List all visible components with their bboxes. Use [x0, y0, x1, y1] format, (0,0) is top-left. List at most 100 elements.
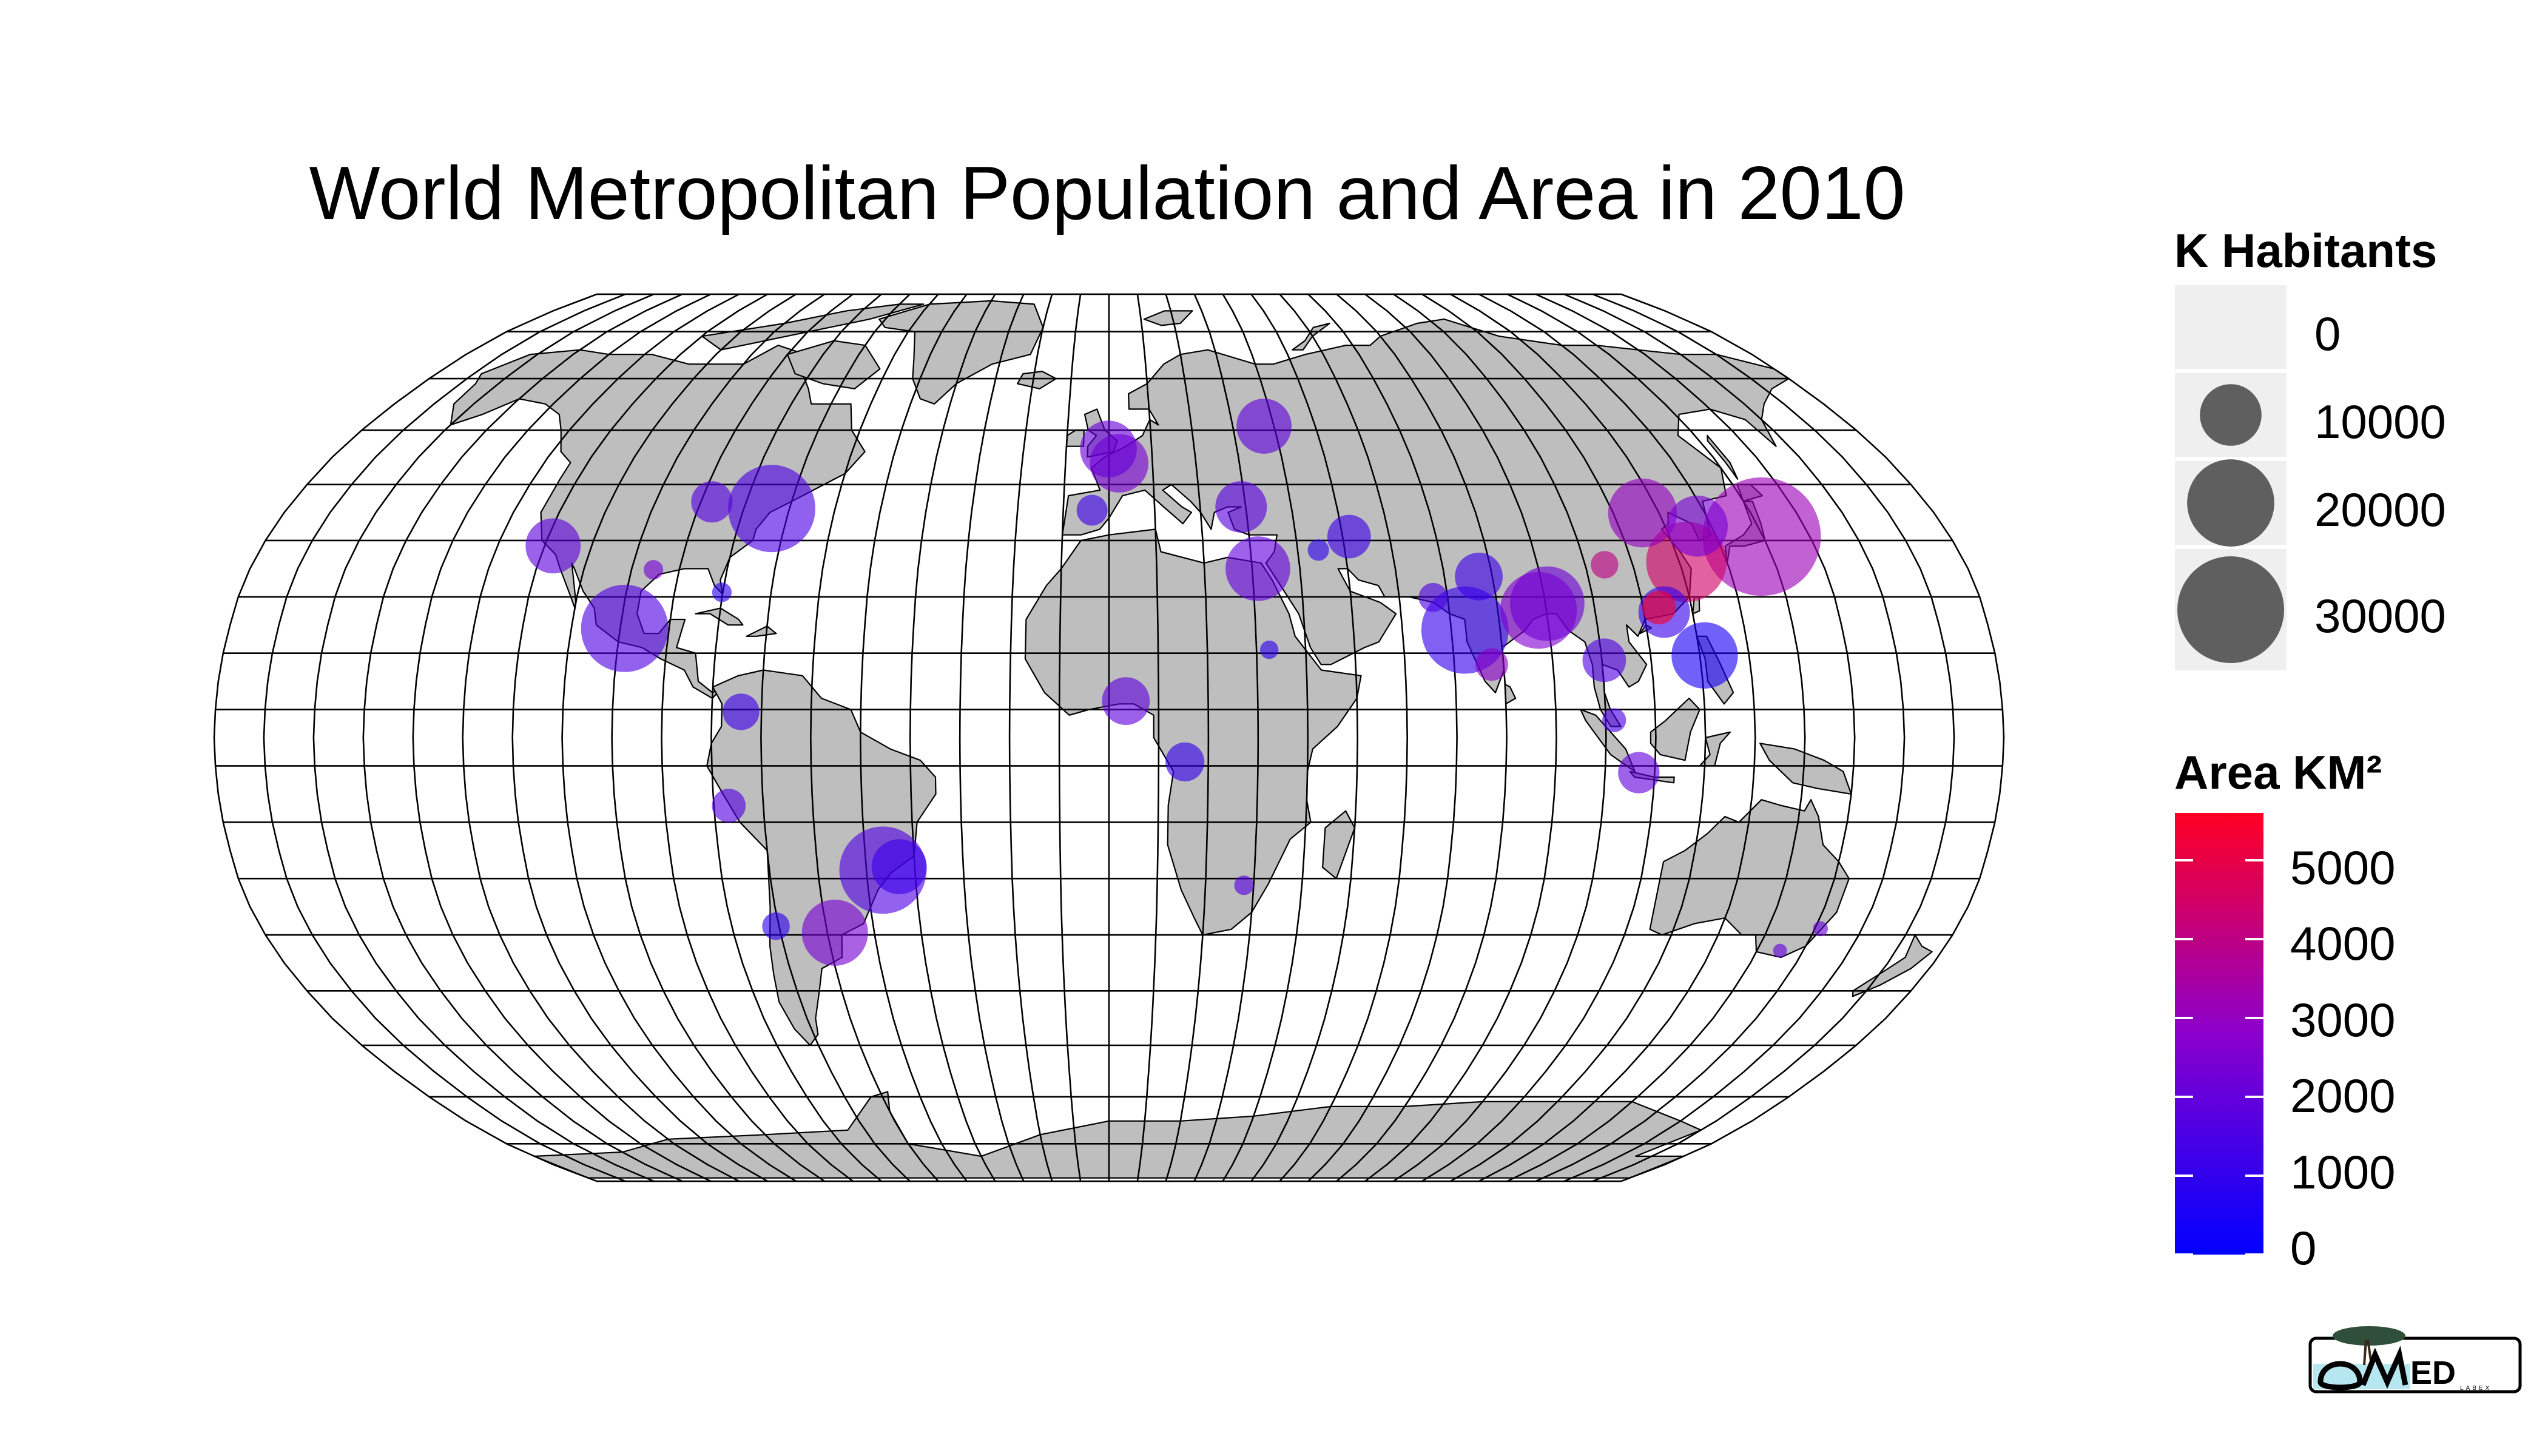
meridian-line	[1450, 293, 1707, 1182]
city-bubbles	[525, 399, 1828, 966]
city-bubble	[1080, 420, 1137, 477]
city-bubble	[1260, 640, 1279, 659]
meridian-line	[561, 293, 797, 1182]
city-bubble	[1510, 566, 1585, 641]
land-new-guinea	[1759, 743, 1852, 795]
size-legend-dot	[2187, 459, 2274, 547]
land-iceland	[1017, 371, 1057, 389]
city-bubble	[1591, 551, 1619, 579]
meridian-line	[1506, 293, 1806, 1182]
city-bubble	[1225, 536, 1290, 601]
meridian-line	[1136, 294, 1160, 1182]
land-sakhalin	[1707, 434, 1739, 480]
meridian-line	[1008, 294, 1053, 1182]
city-bubble	[712, 789, 746, 823]
meridian-line	[1421, 293, 1657, 1182]
meridian-line	[462, 293, 740, 1182]
city-bubble	[525, 518, 581, 574]
city-bubble	[1215, 481, 1267, 533]
city-bubble	[1327, 514, 1371, 559]
city-bubble	[1236, 399, 1292, 454]
city-bubble	[1475, 648, 1508, 681]
area-legend-label: 1000	[2290, 1145, 2396, 1199]
meridian-line	[1592, 293, 1955, 1182]
city-bubble	[1418, 582, 1448, 612]
land-madagascar	[1322, 810, 1356, 880]
size-legend-label: 0	[2314, 307, 2341, 360]
svg-text:LABEX: LABEX	[2460, 1385, 2492, 1392]
city-bubble	[762, 912, 790, 940]
meridian-line	[859, 294, 968, 1182]
land-sri-lanka	[1504, 683, 1517, 705]
meridian-line	[263, 293, 626, 1182]
land-borneo	[1650, 697, 1700, 761]
city-bubble	[1602, 708, 1626, 732]
meridian-line	[611, 293, 825, 1182]
area-legend-label: 5000	[2290, 841, 2396, 894]
meridian-line	[1165, 294, 1210, 1182]
size-legend-title: K Habitants	[2174, 224, 2438, 277]
area-legend-title: Area KM²	[2174, 746, 2382, 799]
meridian-line	[760, 293, 911, 1182]
meridian-line	[959, 294, 1025, 1182]
area-colorbar	[2175, 813, 2263, 1256]
land-greenland	[878, 300, 1044, 405]
city-bubble	[644, 560, 664, 580]
meridian-line	[1393, 293, 1607, 1182]
size-legend-keys	[2175, 285, 2287, 670]
meridian-line	[1620, 293, 2005, 1182]
city-bubble	[1582, 638, 1626, 682]
city-bubble	[691, 481, 733, 523]
land-new-zealand	[1852, 934, 1933, 997]
land-svalbard	[1143, 310, 1193, 326]
city-bubble	[1608, 478, 1677, 548]
colorbar-rect	[2175, 813, 2263, 1255]
land-hispaniola	[746, 625, 777, 637]
meridian-line	[1193, 294, 1259, 1182]
city-bubble	[801, 899, 868, 966]
meridian-line	[1563, 293, 1906, 1182]
meridian-line	[1058, 294, 1082, 1182]
size-legend-dot	[2200, 384, 2262, 446]
meridian-line	[661, 293, 854, 1182]
city-bubble	[712, 582, 732, 602]
city-bubble	[581, 584, 669, 672]
size-legend-label: 10000	[2314, 395, 2446, 448]
meridian-line	[1478, 293, 1756, 1182]
city-bubble	[1165, 742, 1205, 781]
city-bubble	[1076, 494, 1108, 526]
area-legend-label: 0	[2290, 1221, 2317, 1275]
svg-text:ED: ED	[2410, 1355, 2456, 1391]
meridian-line	[412, 293, 712, 1182]
size-legend-label: 30000	[2314, 589, 2446, 642]
meridian-line	[809, 294, 939, 1182]
city-bubble	[1813, 921, 1828, 937]
size-legend-label: 20000	[2314, 483, 2446, 536]
city-bubble	[1455, 553, 1503, 601]
meridian-line	[710, 293, 882, 1182]
city-bubble	[1234, 875, 1254, 895]
city-bubble	[723, 693, 760, 730]
city-bubble	[1671, 622, 1738, 689]
meridian-line	[1279, 294, 1409, 1182]
size-legend-key	[2175, 285, 2287, 369]
meridian-line	[362, 293, 683, 1182]
area-legend-label: 2000	[2290, 1069, 2396, 1122]
city-bubble	[1618, 752, 1660, 794]
city-bubble	[871, 839, 927, 895]
meridian-line	[312, 293, 655, 1182]
meridian-line	[511, 293, 768, 1182]
city-bubble	[1773, 943, 1787, 958]
meridian-line	[1535, 293, 1856, 1182]
area-legend-label: 3000	[2290, 993, 2396, 1046]
area-legend-label: 4000	[2290, 917, 2396, 970]
meridian-line	[1336, 293, 1508, 1182]
city-bubble	[728, 465, 815, 553]
size-legend-dot	[2177, 556, 2284, 663]
omed-labex-logo: ED LABEX	[2308, 1326, 2522, 1394]
city-bubble	[1667, 495, 1728, 557]
meridian-line	[1307, 293, 1458, 1182]
land-novaya-zemlya	[1292, 322, 1330, 351]
meridian-line	[909, 294, 996, 1182]
